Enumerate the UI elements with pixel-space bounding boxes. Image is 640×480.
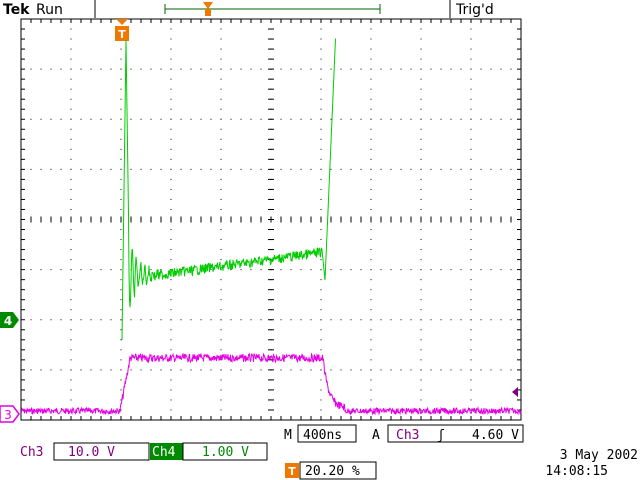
ch4-scale-label-bg bbox=[150, 443, 183, 460]
ch3-marker-label: 3 bbox=[4, 408, 12, 422]
trigger-status: Trig'd bbox=[455, 2, 494, 18]
trigger-source: Ch3 bbox=[396, 428, 419, 443]
trigger-position-value: 20.20 % bbox=[305, 464, 360, 479]
run-state: Run bbox=[36, 2, 63, 18]
ch4-scale-value: 1.00 V bbox=[202, 445, 249, 460]
ch3-waveform bbox=[20, 352, 522, 416]
trigger-level-icon[interactable] bbox=[512, 387, 518, 397]
ch4-marker-label: 4 bbox=[4, 314, 12, 328]
ch3-scale-label: Ch3 bbox=[20, 445, 43, 460]
ch3-scale-value: 10.0 V bbox=[68, 445, 115, 460]
trigger-marker-label: T bbox=[118, 28, 126, 41]
ch3-scale-box[interactable] bbox=[53, 442, 150, 461]
trigger-position-icon bbox=[285, 463, 299, 478]
record-trigger-icon bbox=[203, 2, 213, 9]
brand-label: Tek bbox=[3, 2, 30, 18]
record-view-bracket[interactable] bbox=[164, 2, 381, 16]
ch3-ground-marker[interactable]: 3 bbox=[0, 405, 20, 423]
ch4-scale-label: Ch4 bbox=[152, 445, 176, 460]
timebase-value: 400ns bbox=[303, 428, 342, 443]
trigger-setting-box[interactable] bbox=[387, 424, 524, 443]
date-readout: 3 May 2002 bbox=[560, 448, 638, 463]
acquisition-label: A bbox=[372, 428, 380, 443]
trigger-arrow-icon bbox=[116, 19, 128, 25]
ch4-ground-marker[interactable]: 4 bbox=[0, 312, 19, 328]
timebase-label: M bbox=[284, 428, 292, 443]
time-readout: 14:08:15 bbox=[545, 464, 608, 479]
trigger-level-value: 4.60 V bbox=[472, 428, 519, 443]
ch4-waveform bbox=[121, 38, 336, 341]
trigger-position-marker[interactable]: T bbox=[115, 19, 129, 41]
timebase-box[interactable] bbox=[297, 424, 357, 443]
graticule bbox=[20, 18, 522, 421]
trigger-position-readout[interactable]: T 20.20 % bbox=[285, 461, 377, 480]
trigger-position-icon-label: T bbox=[288, 465, 296, 478]
ch4-scale-box[interactable] bbox=[182, 442, 268, 461]
rising-edge-icon: ʃ bbox=[437, 428, 445, 443]
